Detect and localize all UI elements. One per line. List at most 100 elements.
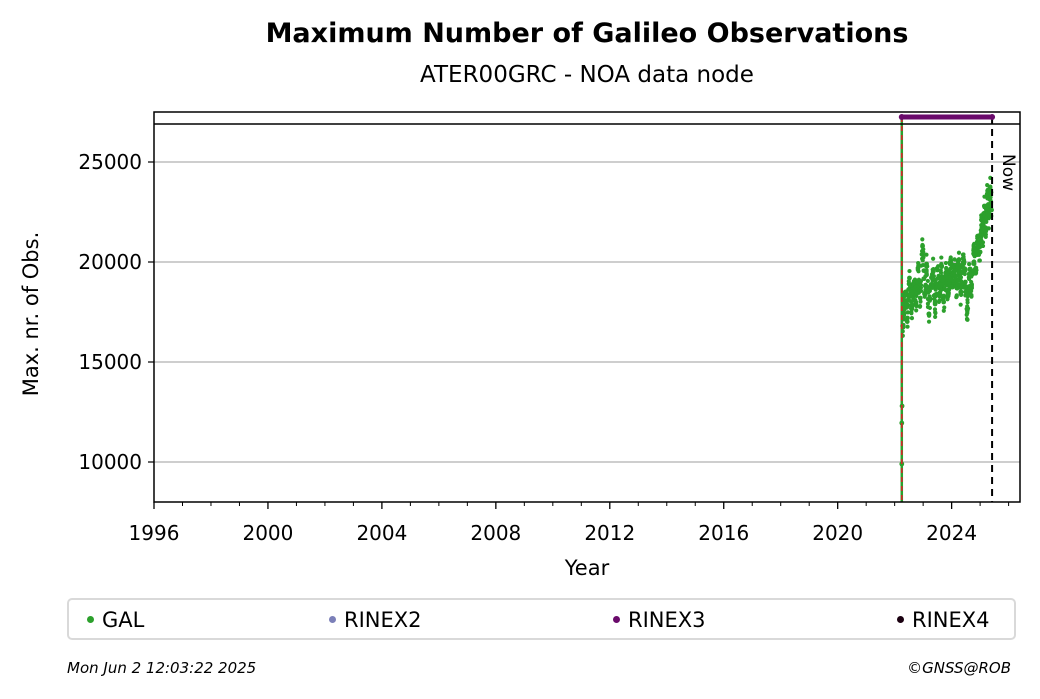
y-axis-label: Max. nr. of Obs. xyxy=(19,232,43,397)
x-tick-label: 2024 xyxy=(926,521,977,545)
data-point xyxy=(986,226,991,231)
data-point xyxy=(939,255,944,260)
legend: GAL RINEX2 RINEX3 RINEX4 xyxy=(67,598,1016,640)
data-point xyxy=(989,207,994,212)
data-point xyxy=(946,287,952,292)
y-tick-label: 10000 xyxy=(78,450,142,474)
x-tick-label: 2004 xyxy=(356,521,407,545)
data-point xyxy=(925,278,930,284)
x-tick-label: 2012 xyxy=(584,521,635,545)
data-point xyxy=(955,286,960,291)
data-point xyxy=(925,264,930,269)
legend-marker-gal xyxy=(87,615,94,623)
data-point xyxy=(924,271,929,276)
data-point xyxy=(967,261,972,267)
data-point xyxy=(921,255,926,260)
data-point xyxy=(980,240,986,245)
data-point xyxy=(938,292,943,297)
data-point xyxy=(907,268,912,274)
data-point xyxy=(933,294,938,299)
data-point xyxy=(965,306,971,311)
data-point xyxy=(969,294,974,299)
data-point xyxy=(976,252,982,257)
data-point xyxy=(958,302,963,307)
data-point xyxy=(959,285,964,290)
data-point xyxy=(956,257,962,262)
y-tick-label: 20000 xyxy=(78,250,142,274)
data-point xyxy=(961,254,966,259)
data-point xyxy=(933,314,938,319)
data-point xyxy=(959,271,964,276)
data-point xyxy=(965,300,970,305)
x-tick-label: 2020 xyxy=(812,521,863,545)
data-point xyxy=(936,299,942,305)
data-point xyxy=(940,275,945,280)
data-point xyxy=(960,259,966,265)
data-point xyxy=(927,305,933,311)
data-point xyxy=(969,285,974,291)
data-point xyxy=(948,258,953,263)
data-point xyxy=(933,298,938,304)
data-point xyxy=(988,184,993,189)
data-point xyxy=(943,260,948,266)
data-point xyxy=(921,247,926,252)
data-point xyxy=(905,310,911,315)
x-tick-label: 2008 xyxy=(470,521,521,545)
data-point xyxy=(927,288,932,293)
chart-title: Maximum Number of Galileo Observations xyxy=(266,18,909,49)
legend-label: GAL xyxy=(102,608,145,632)
data-point xyxy=(948,255,953,260)
data-point xyxy=(965,294,970,299)
data-point xyxy=(913,297,918,303)
legend-item-rinex3: RINEX3 xyxy=(613,608,706,632)
legend-label: RINEX2 xyxy=(344,608,422,632)
data-point xyxy=(933,310,938,315)
data-point xyxy=(942,305,947,310)
data-point xyxy=(941,293,946,298)
data-point xyxy=(928,296,933,301)
data-point xyxy=(985,183,990,188)
data-point xyxy=(917,304,923,309)
data-point xyxy=(948,266,953,271)
legend-item-rinex4: RINEX4 xyxy=(897,608,990,632)
legend-label: RINEX3 xyxy=(628,608,706,632)
data-point xyxy=(905,324,910,329)
legend-marker-rinex3 xyxy=(613,615,620,623)
data-point xyxy=(963,268,968,273)
data-point xyxy=(907,275,912,281)
data-point xyxy=(910,306,915,312)
data-point xyxy=(939,263,944,269)
data-point xyxy=(918,288,924,293)
x-tick-label: 1996 xyxy=(129,521,180,545)
chart-subtitle: ATER00GRC - NOA data node xyxy=(420,62,754,88)
data-point xyxy=(926,311,932,316)
data-point xyxy=(945,297,950,302)
data-point xyxy=(922,294,927,299)
data-point xyxy=(902,311,907,316)
footer-timestamp: Mon Jun 2 12:03:22 2025 xyxy=(67,659,257,677)
data-point xyxy=(971,259,977,264)
now-label: Now xyxy=(998,154,1018,191)
x-tick-label: 2016 xyxy=(698,521,749,545)
data-point xyxy=(909,315,915,321)
data-point xyxy=(935,264,941,269)
legend-marker-rinex4 xyxy=(897,615,904,623)
data-point xyxy=(958,275,964,280)
data-point xyxy=(918,283,924,288)
data-point xyxy=(917,295,923,301)
legend-item-rinex2: RINEX2 xyxy=(329,608,422,632)
data-point xyxy=(972,241,977,246)
data-point xyxy=(969,282,974,287)
data-point xyxy=(980,243,986,249)
data-point xyxy=(958,278,964,284)
data-point xyxy=(983,225,988,230)
data-point xyxy=(925,301,931,306)
data-point xyxy=(962,271,967,277)
y-tick-label: 25000 xyxy=(78,150,142,174)
data-point xyxy=(926,319,932,324)
data-point xyxy=(914,308,919,313)
data-point xyxy=(983,232,988,237)
legend-label: RINEX4 xyxy=(912,608,990,632)
data-point xyxy=(965,317,970,322)
